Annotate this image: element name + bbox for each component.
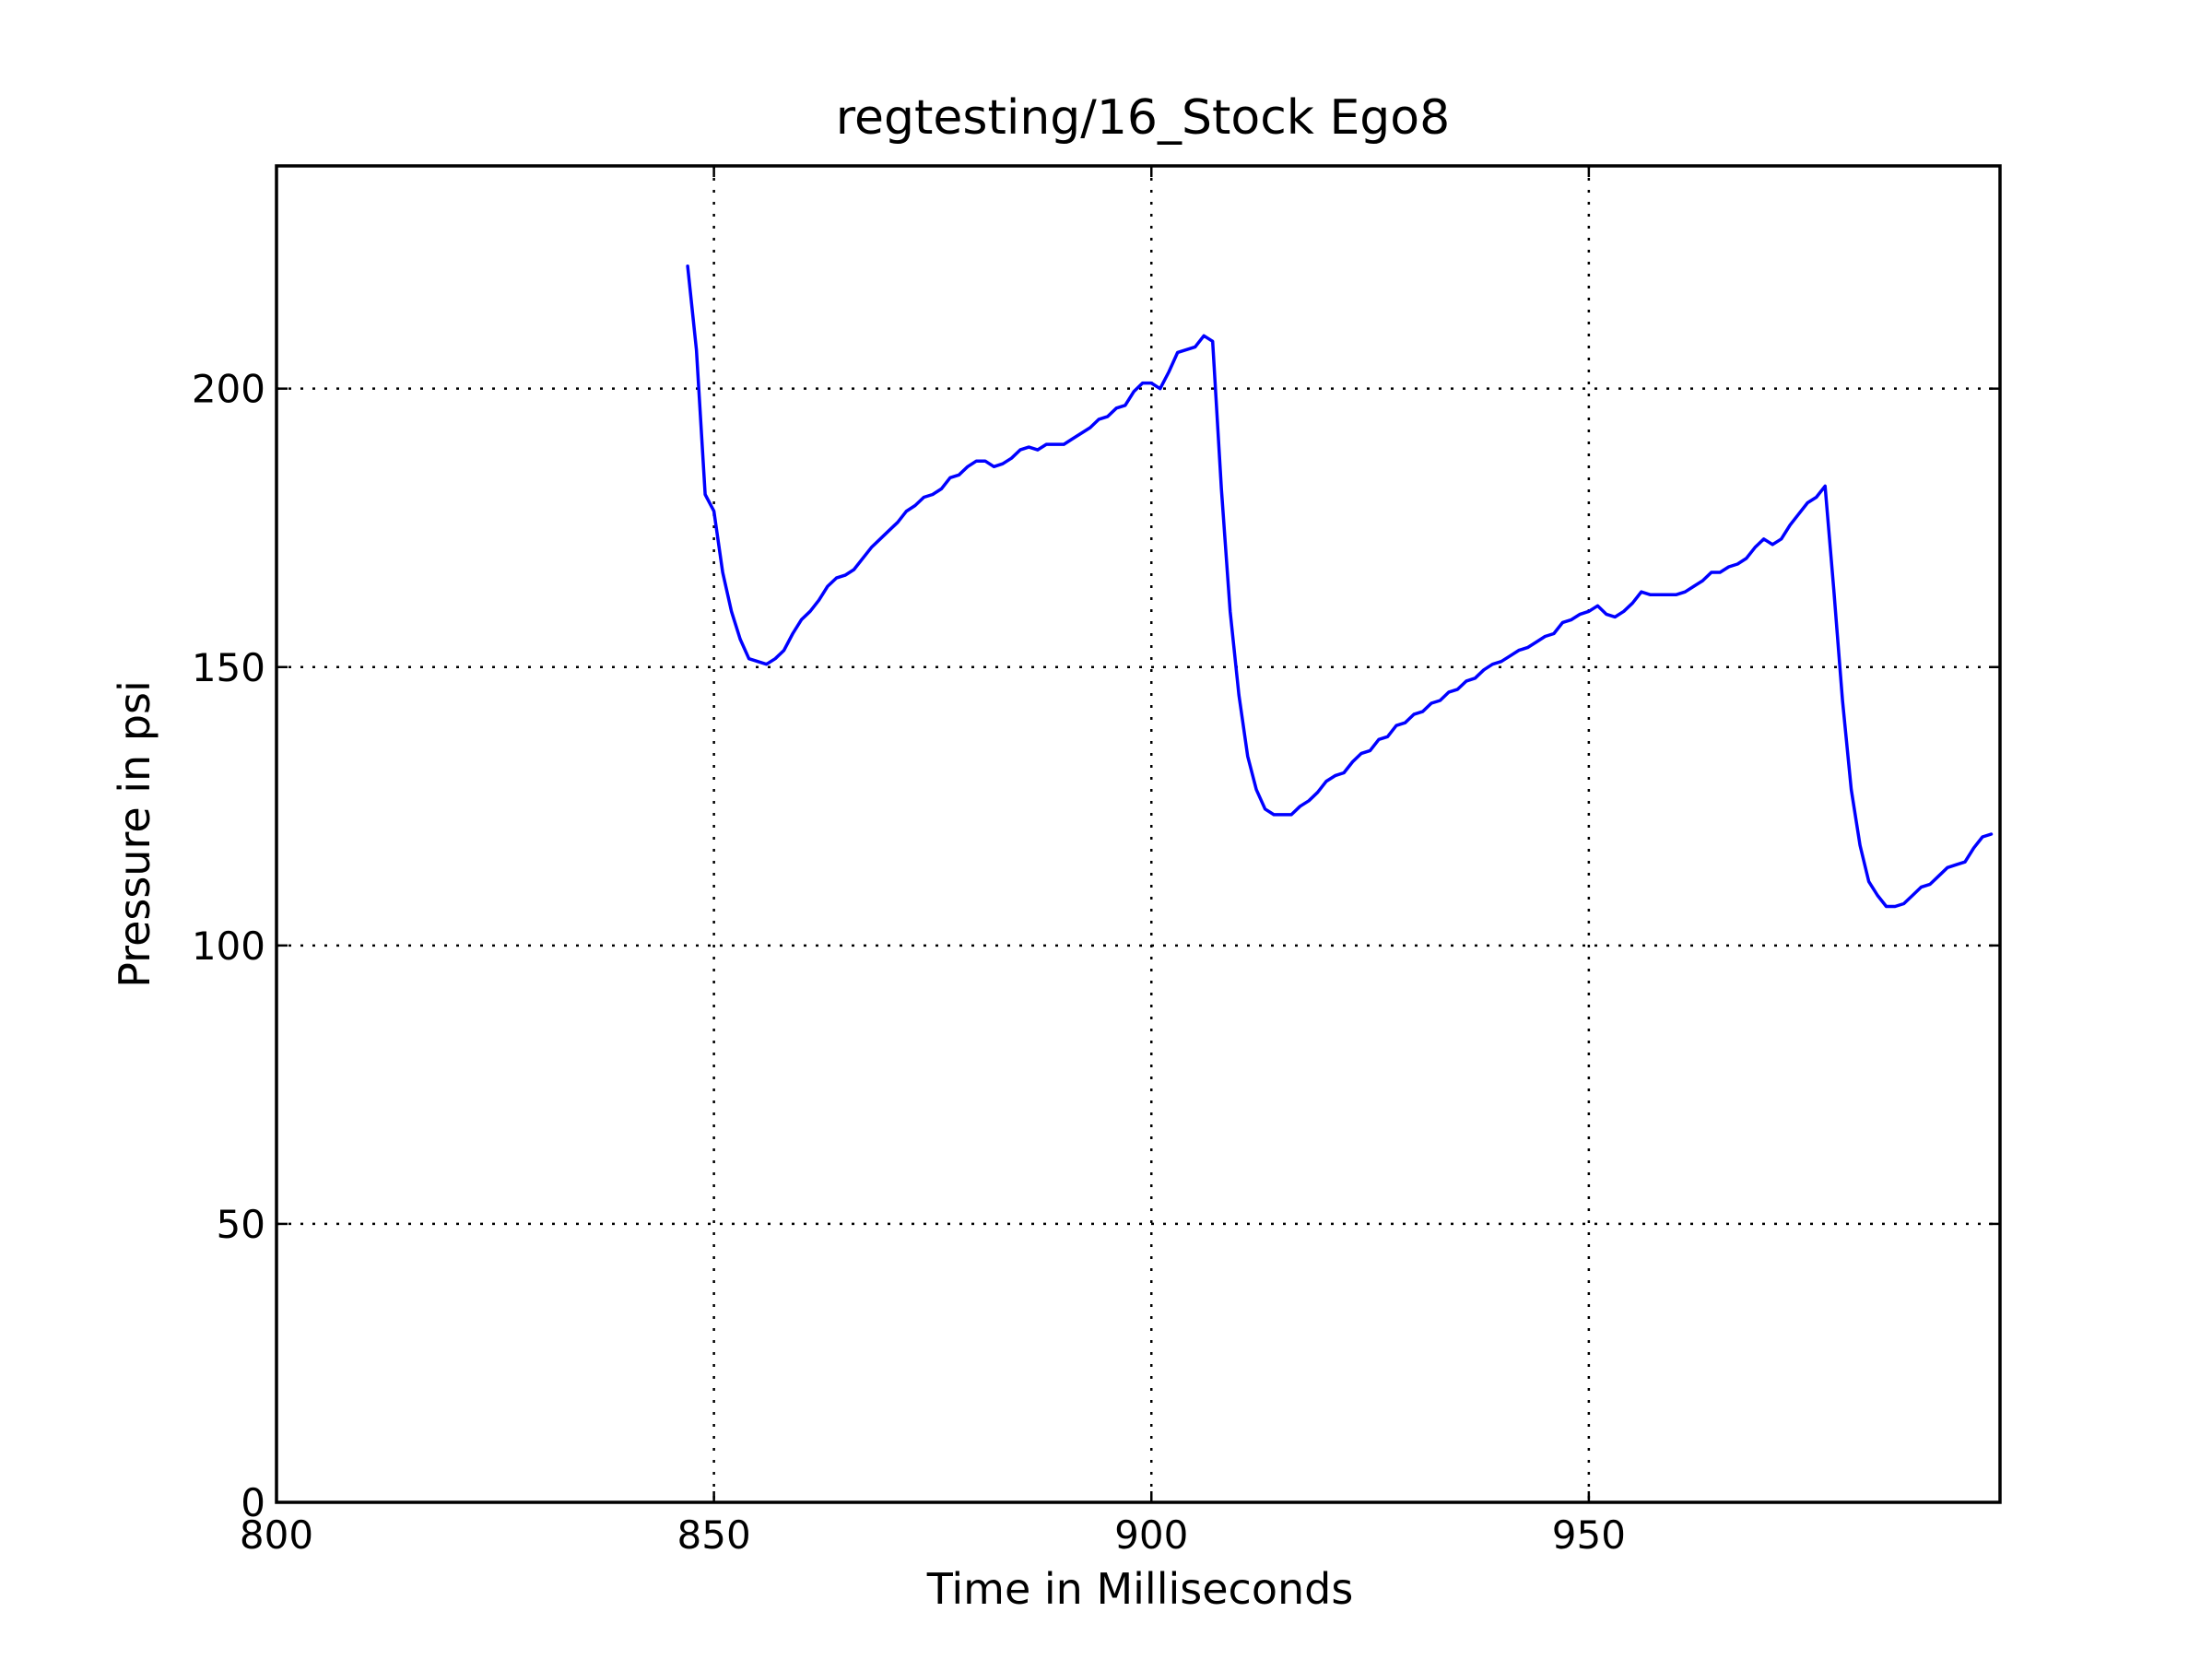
y-tick-label: 0 xyxy=(241,1480,265,1525)
y-tick-label: 50 xyxy=(217,1202,265,1247)
y-gridlines xyxy=(276,387,2000,1226)
series-line-pressure xyxy=(686,265,1994,909)
x-tick-label: 800 xyxy=(240,1512,313,1558)
y-tick-label: 150 xyxy=(192,645,265,690)
x-gridlines xyxy=(712,166,1591,1502)
x-tick-label: 950 xyxy=(1552,1512,1626,1558)
x-tick-label: 900 xyxy=(1114,1512,1188,1558)
y-axis-ticks: 0 50 100 150 200 xyxy=(192,367,2000,1525)
y-axis-label: Pressure in psi xyxy=(110,680,159,988)
x-tick-label: 850 xyxy=(677,1512,751,1558)
x-axis-ticks: 800 850 900 950 xyxy=(240,166,1626,1558)
y-tick-label: 200 xyxy=(192,367,265,412)
chart-title: regtesting/16_Stock Ego8 xyxy=(836,90,1450,146)
x-axis-label: Time in Milliseconds xyxy=(926,1564,1354,1614)
plot-area-frame xyxy=(275,164,2002,1504)
series-group xyxy=(686,265,1994,909)
y-tick-label: 100 xyxy=(192,924,265,969)
